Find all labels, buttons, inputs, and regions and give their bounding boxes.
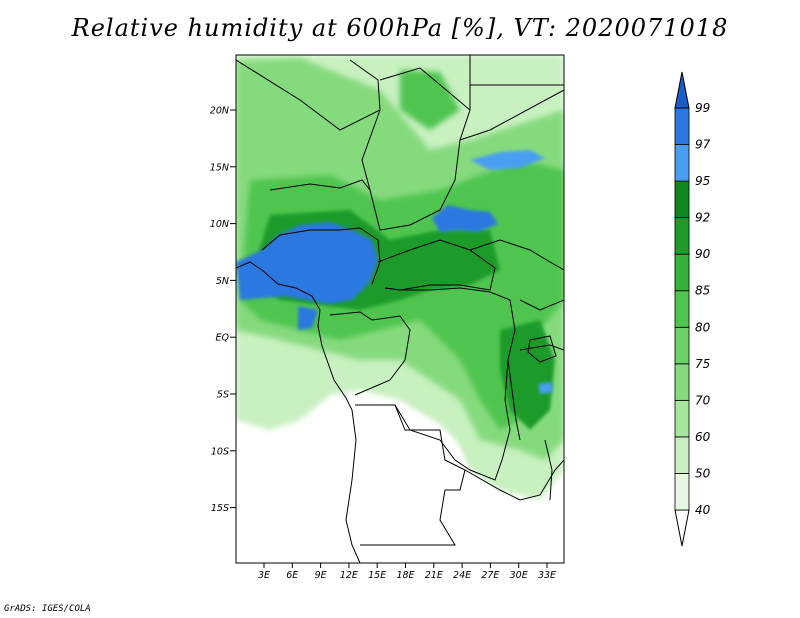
colorbar-segment (674, 107, 690, 145)
border-sudan (459, 55, 564, 141)
colorbar-level-label: 85 (695, 284, 710, 298)
colorbar-level-label: 92 (695, 211, 710, 225)
rh-region-blue-south (298, 306, 318, 330)
lon-tick-label: 27E (481, 570, 499, 581)
colorbar-level-label: 60 (695, 430, 711, 444)
humidity-field (236, 55, 564, 563)
lat-tick-label: 5N (216, 276, 229, 287)
lake-victoria (527, 335, 557, 363)
border-south-sudan (469, 239, 564, 271)
colorbar-level-label: 97 (695, 138, 711, 152)
lat-tick-label: 15N (210, 162, 229, 173)
lon-tick-label: 9E (315, 570, 327, 581)
border-niger (269, 179, 371, 191)
country-borders (236, 55, 564, 563)
colorbar-segment (674, 436, 690, 474)
colorbar-segment (674, 473, 690, 511)
lake-tanganyika (507, 359, 521, 441)
border-car (377, 239, 496, 291)
lon-tick-label: 21E (425, 570, 443, 581)
border-drc (355, 287, 516, 481)
colorbar-segment (674, 363, 690, 401)
border-nigeria (261, 227, 381, 285)
border-angola (355, 404, 466, 546)
colorbar-segment (674, 290, 690, 328)
grads-credit: GrADS: IGES/COLA (4, 604, 91, 614)
lon-tick-label: 3E (258, 570, 270, 581)
colorbar-level-label: 95 (695, 174, 710, 188)
colorbar-segment (674, 326, 690, 365)
lat-tick-label: 10N (210, 219, 229, 230)
lat-tick-label: 15S (211, 503, 229, 514)
colorbar-lower-arrow (674, 509, 690, 547)
lat-tick-label: 5S (217, 390, 229, 401)
lon-tick-label: 30E (510, 570, 528, 581)
plot-title: Relative humidity at 600hPa [%], VT: 202… (71, 14, 729, 42)
rh-region-dark-north (400, 70, 460, 130)
lake-malawi (544, 439, 553, 501)
colorbar-level-label: 70 (695, 393, 711, 407)
colorbar-level-label: 75 (695, 357, 710, 371)
colorbar-segment (674, 253, 690, 292)
lat-tick-label: EQ (216, 333, 230, 344)
rh-region-dry (236, 405, 564, 563)
rh-region-blue-east (538, 382, 553, 394)
colorbar-segment (674, 217, 690, 255)
longitude-axis: 3E 6E 9E 12E 15E 18E 21E 24E 27E 30E 33E (258, 563, 556, 581)
lon-tick-label: 33E (538, 570, 556, 581)
border-chad (361, 67, 471, 231)
lon-tick-label: 12E (340, 570, 358, 581)
colorbar-segment (674, 180, 690, 219)
lon-tick-label: 18E (396, 570, 414, 581)
colorbar: 40 50 60 70 75 80 85 90 92 95 97 99 (674, 71, 711, 547)
border-east (519, 299, 564, 351)
rh-region-blue-center (432, 205, 498, 232)
lon-tick-label: 24E (453, 570, 471, 581)
lat-tick-label: 20N (210, 106, 229, 117)
lat-tick-label: 10S (211, 446, 229, 457)
colorbar-level-label: 40 (695, 503, 711, 517)
lon-tick-label: 15E (368, 570, 386, 581)
lon-tick-label: 6E (286, 570, 298, 581)
latitude-axis: 20N 15N 10N 5N EQ 5S 10S 15S (210, 106, 236, 514)
colorbar-level-label: 90 (695, 247, 711, 261)
colorbar-upper-arrow (674, 71, 690, 109)
colorbar-level-label: 50 (695, 466, 711, 480)
colorbar-level-label: 80 (695, 320, 711, 334)
coastline-west (236, 261, 361, 563)
map-frame (235, 54, 565, 564)
border-libya-egypt (236, 59, 381, 131)
rh-region-blue-north (470, 150, 545, 170)
colorbar-segment (674, 399, 690, 438)
colorbar-segment (674, 144, 690, 182)
border-zambia (464, 459, 564, 501)
colorbar-level-label: 99 (695, 101, 710, 115)
border-congo (329, 311, 411, 396)
